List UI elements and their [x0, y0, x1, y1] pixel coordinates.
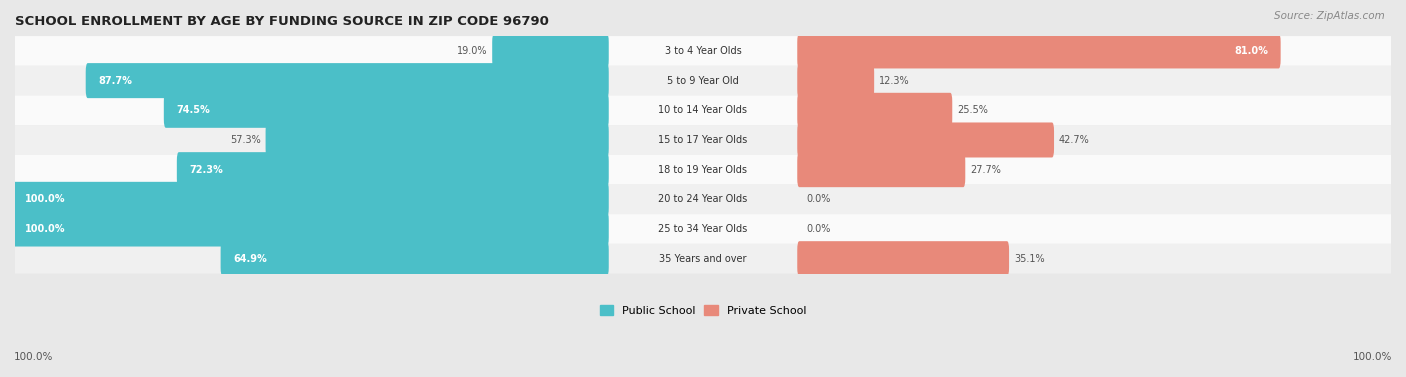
Text: 72.3%: 72.3% [190, 165, 224, 175]
FancyBboxPatch shape [797, 34, 1281, 69]
FancyBboxPatch shape [165, 93, 609, 128]
Text: 19.0%: 19.0% [457, 46, 488, 56]
FancyBboxPatch shape [15, 66, 1391, 95]
Text: 35.1%: 35.1% [1014, 254, 1045, 264]
FancyBboxPatch shape [797, 152, 966, 187]
Text: 42.7%: 42.7% [1059, 135, 1090, 145]
Text: 100.0%: 100.0% [14, 352, 53, 362]
Text: 10 to 14 Year Olds: 10 to 14 Year Olds [658, 105, 748, 115]
FancyBboxPatch shape [177, 152, 609, 187]
Text: 25 to 34 Year Olds: 25 to 34 Year Olds [658, 224, 748, 234]
Text: 25.5%: 25.5% [957, 105, 988, 115]
FancyBboxPatch shape [15, 214, 1391, 244]
Text: 74.5%: 74.5% [176, 105, 209, 115]
Text: 35 Years and over: 35 Years and over [659, 254, 747, 264]
Text: 12.3%: 12.3% [879, 76, 910, 86]
Text: 64.9%: 64.9% [233, 254, 267, 264]
FancyBboxPatch shape [797, 93, 952, 128]
Text: 0.0%: 0.0% [806, 194, 831, 204]
FancyBboxPatch shape [266, 123, 609, 158]
Text: 100.0%: 100.0% [25, 224, 66, 234]
Text: 57.3%: 57.3% [231, 135, 260, 145]
Text: 18 to 19 Year Olds: 18 to 19 Year Olds [658, 165, 748, 175]
FancyBboxPatch shape [221, 241, 609, 276]
FancyBboxPatch shape [15, 125, 1391, 155]
Text: 81.0%: 81.0% [1234, 46, 1268, 56]
Text: 0.0%: 0.0% [806, 224, 831, 234]
Text: 15 to 17 Year Olds: 15 to 17 Year Olds [658, 135, 748, 145]
FancyBboxPatch shape [15, 36, 1391, 66]
Text: 100.0%: 100.0% [1353, 352, 1392, 362]
FancyBboxPatch shape [797, 63, 875, 98]
FancyBboxPatch shape [15, 244, 1391, 274]
FancyBboxPatch shape [86, 63, 609, 98]
FancyBboxPatch shape [797, 123, 1054, 158]
FancyBboxPatch shape [15, 184, 1391, 214]
FancyBboxPatch shape [13, 211, 609, 247]
Text: 3 to 4 Year Olds: 3 to 4 Year Olds [665, 46, 741, 56]
Legend: Public School, Private School: Public School, Private School [595, 300, 811, 320]
Text: SCHOOL ENROLLMENT BY AGE BY FUNDING SOURCE IN ZIP CODE 96790: SCHOOL ENROLLMENT BY AGE BY FUNDING SOUR… [15, 15, 548, 28]
Text: 100.0%: 100.0% [25, 194, 66, 204]
FancyBboxPatch shape [13, 182, 609, 217]
FancyBboxPatch shape [797, 241, 1010, 276]
Text: 5 to 9 Year Old: 5 to 9 Year Old [666, 76, 740, 86]
FancyBboxPatch shape [15, 155, 1391, 184]
Text: 87.7%: 87.7% [98, 76, 132, 86]
Text: 20 to 24 Year Olds: 20 to 24 Year Olds [658, 194, 748, 204]
FancyBboxPatch shape [492, 34, 609, 69]
FancyBboxPatch shape [15, 95, 1391, 125]
Text: Source: ZipAtlas.com: Source: ZipAtlas.com [1274, 11, 1385, 21]
Text: 27.7%: 27.7% [970, 165, 1001, 175]
